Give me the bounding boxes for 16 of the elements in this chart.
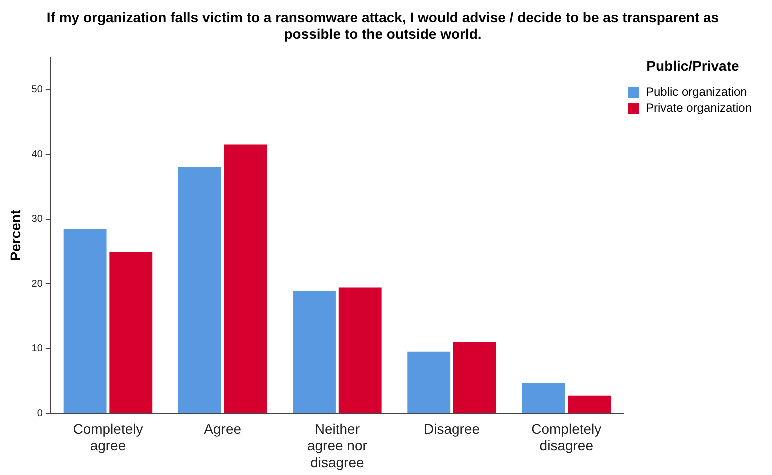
y-tick-label: 50: [32, 84, 44, 96]
x-tick-label: Agree: [204, 420, 242, 437]
y-tick-label: 20: [32, 278, 44, 290]
x-tick-label: Disagree: [424, 420, 480, 437]
x-tick-label: Neither agree nor disagree: [307, 420, 368, 470]
y-tick-label: 30: [32, 214, 44, 226]
x-tick-label: Completely disagree: [532, 420, 602, 454]
y-tick-label: 0: [37, 408, 44, 420]
y-tick-label: 10: [32, 344, 44, 355]
legend-title: Public/Private: [646, 58, 740, 74]
y-tick-label: 40: [32, 149, 44, 160]
y-axis-title: Percent: [7, 210, 24, 262]
legend-label: Private organization: [646, 101, 752, 116]
chart-title: If my organization falls victim to a ransomware attack, I would advise / decide to be as transparent as possible to the outside world.: [46, 9, 720, 42]
x-tick-label: Completely agree: [73, 420, 144, 454]
legend-label: Public organization: [646, 85, 748, 100]
